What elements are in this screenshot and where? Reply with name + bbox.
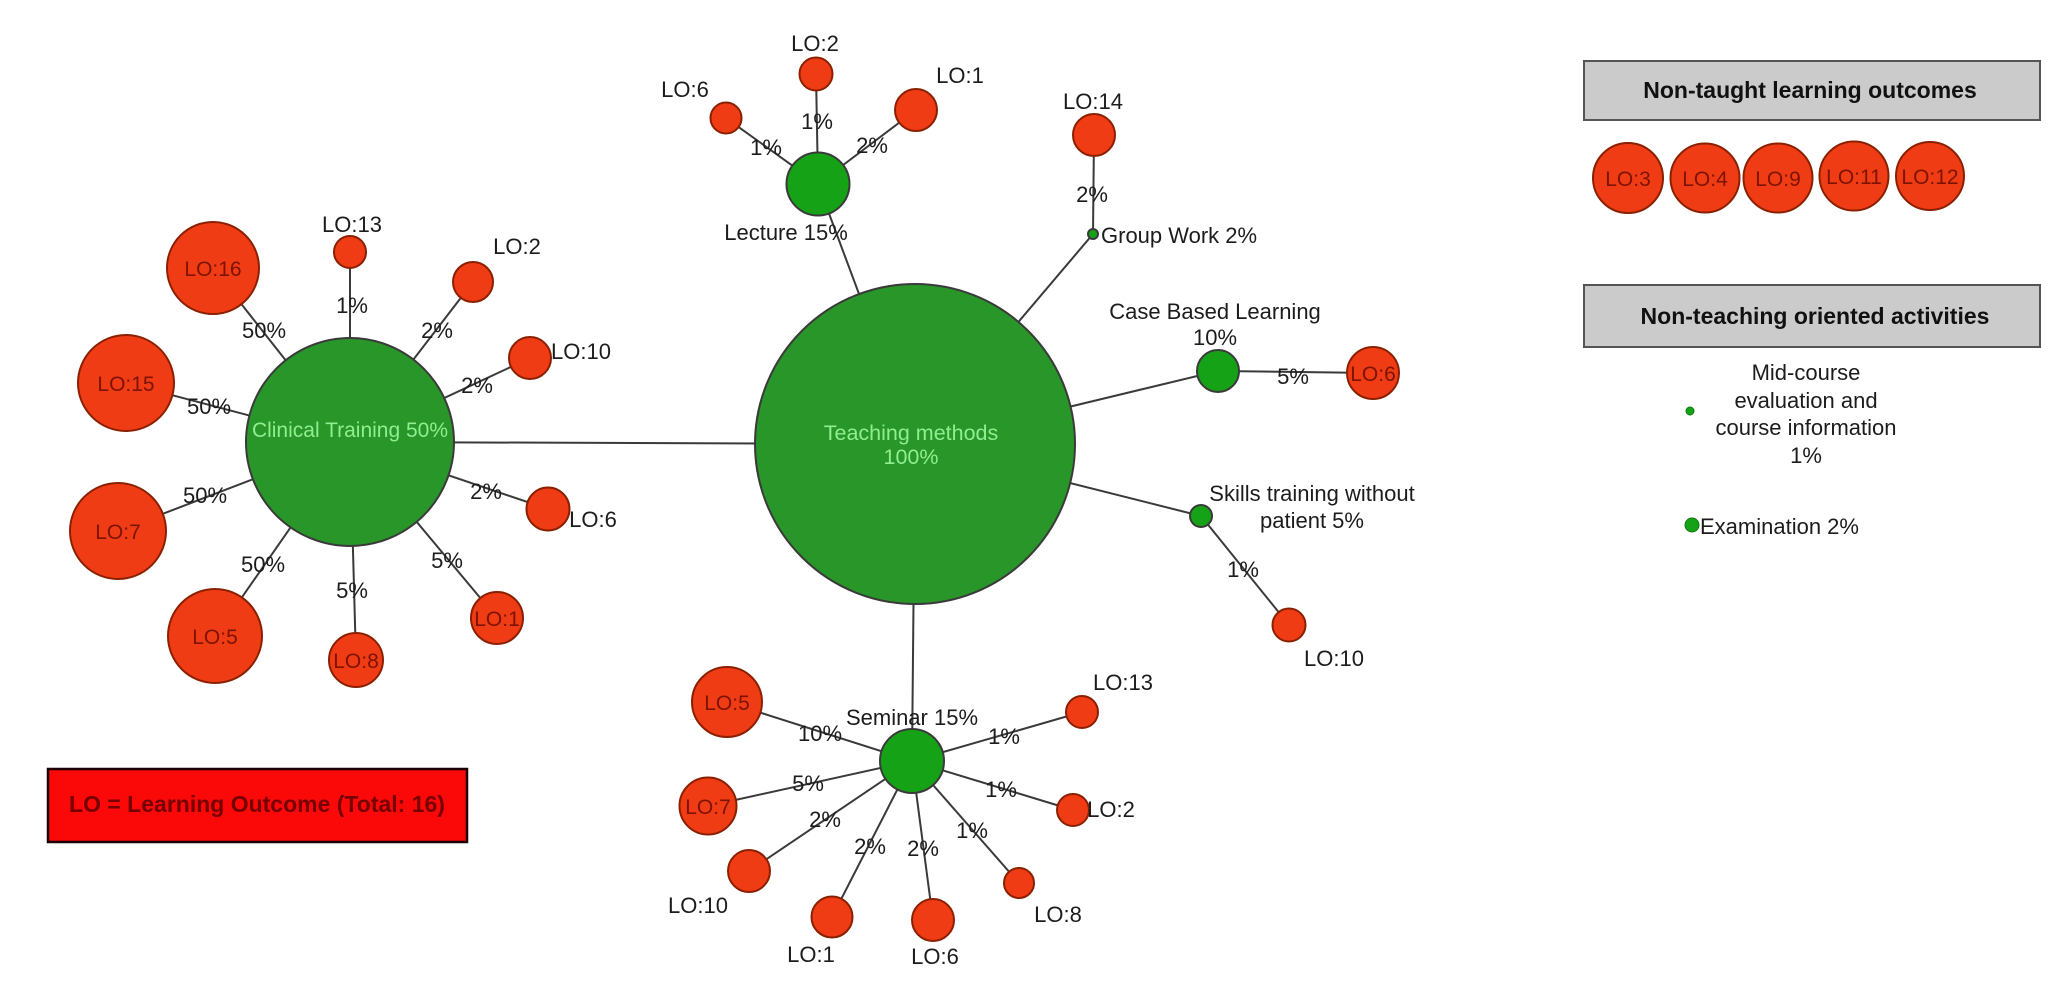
svg-text:Clinical Training 50%: Clinical Training 50% — [252, 419, 448, 442]
svg-text:Case Based Learning: Case Based Learning — [1109, 299, 1321, 324]
svg-text:LO:1: LO:1 — [474, 608, 520, 631]
svg-text:LO:6: LO:6 — [569, 507, 617, 532]
svg-text:LO:8: LO:8 — [333, 650, 379, 673]
svg-text:LO:10: LO:10 — [551, 339, 611, 364]
svg-text:2%: 2% — [461, 373, 493, 398]
svg-text:LO:8: LO:8 — [1034, 902, 1082, 927]
svg-text:LO:5: LO:5 — [704, 692, 750, 715]
svg-text:Non-teaching oriented activiti: Non-teaching oriented activities — [1641, 303, 1990, 329]
svg-text:1%: 1% — [988, 724, 1020, 749]
svg-text:Teaching methods: Teaching methods — [824, 421, 999, 445]
svg-text:Seminar 15%: Seminar 15% — [846, 705, 978, 730]
svg-text:LO:4: LO:4 — [1682, 168, 1728, 191]
svg-text:50%: 50% — [241, 552, 285, 577]
svg-text:LO:6: LO:6 — [661, 77, 709, 102]
svg-text:5%: 5% — [336, 578, 368, 603]
svg-text:LO:9: LO:9 — [1755, 168, 1801, 191]
svg-text:5%: 5% — [1277, 364, 1309, 389]
svg-text:2%: 2% — [854, 834, 886, 859]
svg-text:LO:3: LO:3 — [1605, 168, 1651, 191]
svg-text:Skills training without: Skills training without — [1209, 481, 1414, 506]
svg-text:1%: 1% — [336, 293, 368, 318]
svg-text:LO:5: LO:5 — [192, 626, 238, 649]
svg-text:10%: 10% — [1193, 325, 1237, 350]
svg-text:50%: 50% — [187, 394, 231, 419]
svg-text:1%: 1% — [985, 777, 1017, 802]
svg-text:2%: 2% — [907, 836, 939, 861]
svg-text:LO = Learning Outcome (Total:: LO = Learning Outcome (Total: 16) — [69, 791, 445, 817]
svg-text:LO:7: LO:7 — [685, 796, 731, 819]
svg-text:1%: 1% — [801, 109, 833, 134]
svg-text:LO:14: LO:14 — [1063, 89, 1123, 114]
svg-text:Examination 2%: Examination 2% — [1700, 514, 1859, 539]
svg-text:2%: 2% — [809, 807, 841, 832]
svg-text:50%: 50% — [183, 483, 227, 508]
svg-text:patient 5%: patient 5% — [1260, 508, 1364, 533]
svg-text:1%: 1% — [1227, 557, 1259, 582]
svg-text:Mid-course: Mid-course — [1752, 360, 1861, 385]
svg-text:LO:2: LO:2 — [791, 31, 839, 56]
svg-text:2%: 2% — [1076, 182, 1108, 207]
svg-text:LO:6: LO:6 — [1350, 363, 1396, 386]
svg-text:1%: 1% — [750, 135, 782, 160]
svg-text:100%: 100% — [884, 445, 939, 469]
svg-text:LO:1: LO:1 — [936, 63, 984, 88]
svg-text:LO:10: LO:10 — [1304, 646, 1364, 671]
svg-text:LO:15: LO:15 — [97, 373, 154, 396]
svg-text:LO:13: LO:13 — [322, 212, 382, 237]
svg-text:5%: 5% — [792, 771, 824, 796]
svg-text:course information: course information — [1716, 415, 1897, 440]
svg-text:50%: 50% — [242, 318, 286, 343]
svg-text:Non-taught learning outcomes: Non-taught learning outcomes — [1643, 77, 1977, 103]
svg-text:LO:6: LO:6 — [911, 944, 959, 969]
svg-text:LO:1: LO:1 — [787, 942, 835, 967]
svg-text:LO:16: LO:16 — [184, 258, 241, 281]
svg-text:LO:2: LO:2 — [1087, 797, 1135, 822]
svg-text:evaluation and: evaluation and — [1734, 388, 1877, 413]
svg-text:1%: 1% — [1790, 443, 1822, 468]
svg-text:2%: 2% — [421, 318, 453, 343]
svg-text:2%: 2% — [470, 479, 502, 504]
svg-text:2%: 2% — [856, 133, 888, 158]
svg-text:LO:2: LO:2 — [493, 234, 541, 259]
svg-text:LO:10: LO:10 — [668, 893, 728, 918]
svg-text:LO:7: LO:7 — [95, 521, 141, 544]
svg-text:10%: 10% — [798, 721, 842, 746]
svg-text:LO:11: LO:11 — [1826, 166, 1882, 189]
svg-text:LO:12: LO:12 — [1901, 166, 1958, 189]
svg-text:Lecture 15%: Lecture 15% — [724, 220, 848, 245]
svg-text:Group Work 2%: Group Work 2% — [1101, 223, 1257, 248]
svg-text:5%: 5% — [431, 548, 463, 573]
svg-text:LO:13: LO:13 — [1093, 670, 1153, 695]
svg-text:1%: 1% — [956, 818, 988, 843]
